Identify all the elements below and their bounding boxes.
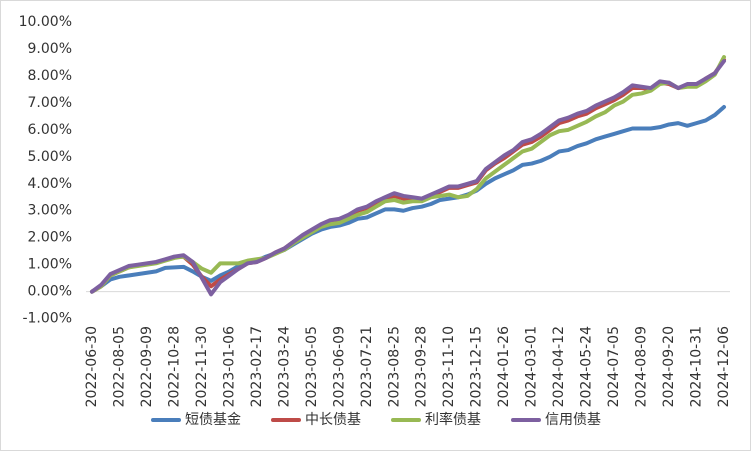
y-tick-label: 9.00% xyxy=(28,41,72,57)
y-tick-label: 8.00% xyxy=(28,68,72,84)
x-tick-label: 2023-06-09 xyxy=(331,326,347,407)
x-tick-label: 2022-06-30 xyxy=(84,326,100,407)
x-tick-label: 2024-08-09 xyxy=(634,326,650,407)
x-tick-label: 2022-11-30 xyxy=(194,326,210,407)
x-tick-label: 2023-01-06 xyxy=(221,326,237,407)
legend-label: 中长债基 xyxy=(305,411,361,428)
x-tick-label: 2023-03-24 xyxy=(276,326,292,407)
x-tick-label: 2024-07-05 xyxy=(606,326,622,407)
x-tick-label: 2024-01-26 xyxy=(496,326,512,407)
x-tick-label: 2023-12-15 xyxy=(469,326,485,407)
x-tick-label: 2024-03-01 xyxy=(524,326,540,407)
x-tick-label: 2023-05-05 xyxy=(304,326,320,407)
y-tick-label: -1.00% xyxy=(22,311,72,327)
y-tick-label: 7.00% xyxy=(28,95,72,111)
y-tick-label: 6.00% xyxy=(28,122,72,138)
x-tick-label: 2023-08-25 xyxy=(386,326,402,407)
x-tick-label: 2022-08-05 xyxy=(111,326,127,407)
x-tick-label: 2023-02-17 xyxy=(249,326,265,407)
x-tick-label: 2024-05-24 xyxy=(579,326,595,407)
y-tick-label: 0.00% xyxy=(28,284,72,300)
x-tick-label: 2024-04-12 xyxy=(551,326,567,407)
x-tick-label: 2024-12-06 xyxy=(716,326,732,407)
x-tick-label: 2023-11-10 xyxy=(441,326,457,407)
y-tick-label: 10.00% xyxy=(19,14,72,30)
x-tick-label: 2022-10-28 xyxy=(166,326,182,407)
y-tick-label: 5.00% xyxy=(28,149,72,165)
x-tick-label: 2024-10-31 xyxy=(689,326,705,407)
series-line xyxy=(90,59,726,297)
legend-label: 信用债基 xyxy=(545,411,601,428)
legend-label: 利率债基 xyxy=(425,411,481,428)
x-tick-label: 2023-09-28 xyxy=(414,326,430,407)
series-line xyxy=(90,55,726,294)
y-tick-label: 2.00% xyxy=(28,230,72,246)
x-tick-label: 2023-07-21 xyxy=(359,326,375,407)
y-tick-label: 4.00% xyxy=(28,176,72,192)
x-tick-label: 2022-09-09 xyxy=(139,326,155,407)
x-tick-label: 2024-09-20 xyxy=(661,326,677,407)
legend-label: 短债基金 xyxy=(185,411,241,428)
y-tick-label: 1.00% xyxy=(28,257,72,273)
y-tick-label: 3.00% xyxy=(28,203,72,219)
